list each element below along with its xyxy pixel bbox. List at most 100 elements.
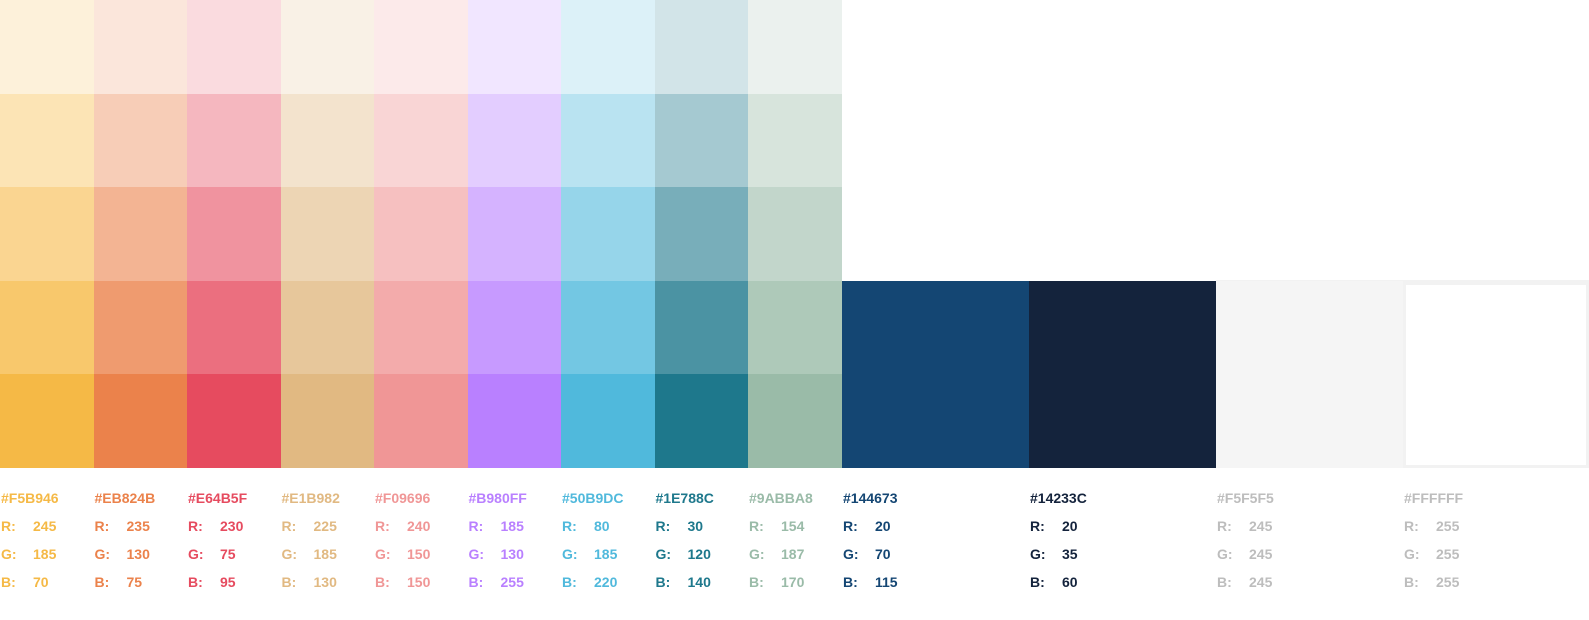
channel-b-row: B: 75 bbox=[95, 568, 189, 596]
color-swatch-b980ff-shade-4[interactable] bbox=[467, 280, 562, 375]
hex-code: #144673 bbox=[843, 490, 898, 506]
color-swatch-e1b982-shade-1[interactable] bbox=[280, 0, 375, 94]
channel-g-value: 130 bbox=[126, 546, 150, 562]
color-swatch-e1b982-shade-3[interactable] bbox=[280, 187, 375, 281]
channel-g-label: G: bbox=[562, 546, 578, 562]
channel-b-row: B: 140 bbox=[656, 568, 750, 596]
color-swatch-f09696-shade-3[interactable] bbox=[374, 187, 468, 281]
color-swatch-f09696-shade-2[interactable] bbox=[374, 93, 468, 188]
color-swatch-144673[interactable] bbox=[842, 281, 1029, 468]
channel-g-row: G: 150 bbox=[375, 540, 469, 568]
hex-code: #E1B982 bbox=[281, 490, 340, 506]
color-swatch-e64b5f-shade-3[interactable] bbox=[187, 187, 281, 281]
hex-code: #F5F5F5 bbox=[1217, 490, 1274, 506]
color-swatch-f5b946-shade-4[interactable] bbox=[0, 280, 94, 375]
channel-g-value: 130 bbox=[500, 546, 524, 562]
hex-code: #EB824B bbox=[94, 490, 156, 506]
color-swatch-9abba8-shade-5[interactable] bbox=[748, 374, 842, 468]
channel-r-value: 235 bbox=[126, 518, 150, 534]
channel-b-row: B: 70 bbox=[1, 568, 95, 596]
channel-g-value: 185 bbox=[594, 546, 618, 562]
color-swatch-eb824b-shade-3[interactable] bbox=[93, 187, 188, 281]
color-swatch-50b9dc-shade-3[interactable] bbox=[561, 187, 655, 281]
color-swatch-1e788c-shade-3[interactable] bbox=[654, 187, 749, 281]
hex-code: #FFFFFF bbox=[1404, 490, 1464, 506]
color-swatch-9abba8-shade-2[interactable] bbox=[748, 93, 842, 188]
channel-r-label: R: bbox=[655, 518, 671, 534]
color-swatch-f5f5f5[interactable] bbox=[1216, 281, 1403, 468]
channel-g-value: 35 bbox=[1062, 546, 1078, 562]
color-swatch-50b9dc-shade-5[interactable] bbox=[561, 374, 655, 468]
color-swatch-f5b946-shade-5[interactable] bbox=[0, 374, 94, 468]
color-swatch-eb824b-shade-5[interactable] bbox=[93, 374, 188, 468]
channel-b-row: B: 220 bbox=[562, 568, 656, 596]
color-swatch-f5b946-shade-1[interactable] bbox=[0, 0, 94, 94]
color-swatch-9abba8-shade-3[interactable] bbox=[748, 187, 842, 281]
channel-b-label: B: bbox=[1030, 574, 1045, 590]
color-swatch-b980ff-shade-1[interactable] bbox=[467, 0, 562, 94]
channel-g-row: G: 185 bbox=[282, 540, 376, 568]
channel-b-value: 140 bbox=[687, 574, 711, 590]
channel-r-label: R: bbox=[1, 518, 16, 534]
channel-b-value: 75 bbox=[126, 574, 143, 590]
channel-r-row: R: 240 bbox=[375, 512, 469, 540]
color-swatch-e1b982-shade-2[interactable] bbox=[280, 93, 375, 188]
color-swatch-e64b5f-shade-5[interactable] bbox=[187, 374, 281, 468]
color-swatch-1e788c-shade-1[interactable] bbox=[654, 0, 749, 94]
hex-code: #E64B5F bbox=[188, 490, 248, 506]
color-swatch-14233c[interactable] bbox=[1029, 281, 1216, 468]
color-swatch-ffffff[interactable] bbox=[1406, 285, 1586, 465]
channel-g-value: 185 bbox=[313, 546, 337, 562]
channel-b-row: B: 130 bbox=[282, 568, 376, 596]
color-swatch-e64b5f-shade-4[interactable] bbox=[187, 280, 281, 375]
color-swatch-b980ff-shade-5[interactable] bbox=[467, 374, 562, 468]
color-swatch-50b9dc-shade-2[interactable] bbox=[561, 93, 655, 188]
channel-g-label: G: bbox=[468, 546, 485, 562]
color-swatch-eb824b-shade-2[interactable] bbox=[93, 93, 188, 188]
channel-g-row: G: 35 bbox=[1030, 540, 1217, 568]
color-swatch-b980ff-shade-3[interactable] bbox=[467, 187, 562, 281]
channel-b-row: B: 150 bbox=[375, 568, 469, 596]
channel-b-label: B: bbox=[94, 574, 110, 590]
color-swatch-9abba8-shade-4[interactable] bbox=[748, 280, 842, 375]
color-swatch-f5b946-shade-3[interactable] bbox=[0, 187, 94, 281]
channel-b-label: B: bbox=[1, 574, 16, 590]
channel-b-value: 130 bbox=[313, 574, 337, 590]
channel-r-value: 30 bbox=[687, 518, 704, 534]
color-swatch-b980ff-shade-2[interactable] bbox=[467, 93, 562, 188]
channel-r-row: R: 185 bbox=[469, 512, 563, 540]
color-swatch-e1b982-shade-5[interactable] bbox=[280, 374, 375, 468]
color-info-solid-2: #F5F5F5 R: 245 G: 245 B: 245 bbox=[1217, 488, 1404, 596]
color-swatch-f5b946-shade-2[interactable] bbox=[0, 93, 94, 188]
channel-g-value: 187 bbox=[781, 546, 805, 562]
color-swatch-1e788c-shade-5[interactable] bbox=[654, 374, 749, 468]
color-swatch-e64b5f-shade-1[interactable] bbox=[187, 0, 281, 94]
color-info-tonal-3: #E1B982 R: 225 G: 185 B: 130 bbox=[282, 488, 376, 596]
color-swatch-f09696-shade-5[interactable] bbox=[374, 374, 468, 468]
color-info-tonal-0: #F5B946 R: 245 G: 185 B: 70 bbox=[1, 488, 95, 596]
color-swatch-e64b5f-shade-2[interactable] bbox=[187, 93, 281, 188]
channel-r-label: R: bbox=[749, 518, 764, 534]
color-info-tonal-8: #9ABBA8 R: 154 G: 187 B: 170 bbox=[749, 488, 843, 596]
color-swatch-50b9dc-shade-4[interactable] bbox=[561, 280, 655, 375]
channel-g-value: 75 bbox=[220, 546, 236, 562]
color-swatch-9abba8-shade-1[interactable] bbox=[748, 0, 842, 94]
color-swatch-f09696-shade-4[interactable] bbox=[374, 280, 468, 375]
color-swatch-50b9dc-shade-1[interactable] bbox=[561, 0, 655, 94]
color-swatch-1e788c-shade-4[interactable] bbox=[654, 280, 749, 375]
color-swatch-eb824b-shade-4[interactable] bbox=[93, 280, 188, 375]
channel-r-label: R: bbox=[843, 518, 858, 534]
channel-r-value: 245 bbox=[33, 518, 57, 534]
channel-g-label: G: bbox=[749, 546, 765, 562]
hex-code: #14233C bbox=[1030, 490, 1087, 506]
color-swatch-eb824b-shade-1[interactable] bbox=[93, 0, 188, 94]
channel-b-value: 220 bbox=[594, 574, 618, 590]
hex-code: #F5B946 bbox=[1, 490, 59, 506]
color-swatch-f09696-shade-1[interactable] bbox=[374, 0, 468, 94]
color-swatch-1e788c-shade-2[interactable] bbox=[654, 93, 749, 188]
channel-r-label: R: bbox=[94, 518, 110, 534]
channel-r-row: R: 230 bbox=[188, 512, 282, 540]
channel-r-row: R: 245 bbox=[1217, 512, 1404, 540]
color-swatch-e1b982-shade-4[interactable] bbox=[280, 280, 375, 375]
channel-b-value: 60 bbox=[1062, 574, 1078, 590]
